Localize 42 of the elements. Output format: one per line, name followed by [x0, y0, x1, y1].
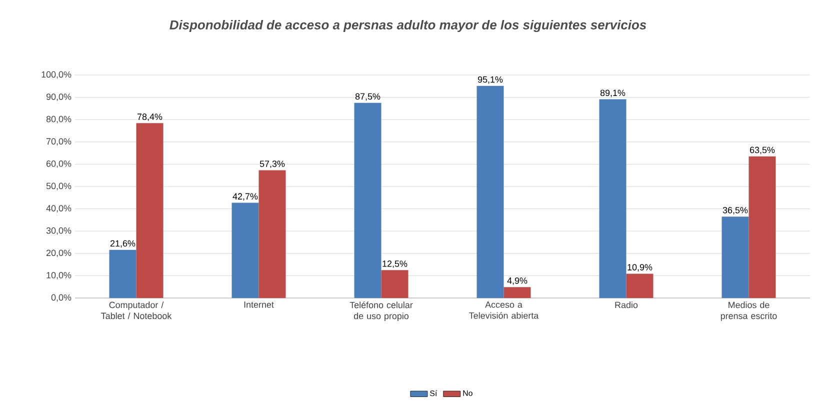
y-tick-label: 0,0%	[51, 294, 72, 302]
y-tick-label: 20,0%	[46, 250, 72, 258]
x-tick-label: Medios de prensa escrito	[720, 302, 777, 321]
data-label: 12,5%	[382, 260, 408, 268]
bar	[722, 216, 749, 298]
bar	[232, 202, 259, 298]
data-label: 89,1%	[600, 90, 626, 98]
data-label: 63,5%	[750, 146, 775, 154]
x-tick-label: Radio	[615, 302, 638, 308]
data-label: 21,6%	[110, 240, 136, 248]
bar	[476, 86, 504, 298]
y-tick-label: 60,0%	[46, 160, 72, 168]
y-tick-label: 30,0%	[46, 227, 72, 235]
x-tick-label: Computador / Tablet / Notebook	[101, 302, 172, 320]
y-tick-label: 70,0%	[46, 138, 72, 146]
bar	[748, 156, 776, 298]
chart-title: Disponobilidad de acceso a persnas adulto mayor de los siguientes servicios	[170, 20, 646, 32]
data-label: 95,1%	[478, 76, 503, 84]
bar	[381, 270, 408, 298]
bar	[258, 170, 286, 298]
bar	[354, 102, 382, 298]
bar	[504, 287, 531, 298]
data-label: 57,3%	[260, 160, 285, 168]
bar	[599, 99, 626, 298]
data-label: 78,4%	[137, 114, 162, 121]
data-label: 87,5%	[355, 93, 380, 101]
data-label: 36,5%	[722, 207, 748, 214]
x-tick-label: Acceso a Televisión abierta	[469, 302, 539, 319]
bar	[626, 274, 654, 298]
y-tick-label: 100,0%	[42, 71, 72, 79]
x-tick-label: Teléfono celular de uso propio	[350, 302, 413, 321]
data-label: 4,9%	[507, 277, 528, 285]
y-tick-label: 90,0%	[46, 94, 72, 101]
y-tick-label: 40,0%	[46, 205, 72, 212]
bar	[109, 250, 136, 298]
x-tick-label: Internet	[244, 302, 274, 308]
bar	[136, 123, 164, 298]
data-label: 10,9%	[628, 264, 652, 272]
data-label: 42,7%	[232, 193, 258, 201]
y-tick-label: 10,0%	[46, 272, 72, 280]
y-tick-label: 50,0%	[46, 182, 72, 190]
y-tick-label: 80,0%	[46, 116, 72, 124]
